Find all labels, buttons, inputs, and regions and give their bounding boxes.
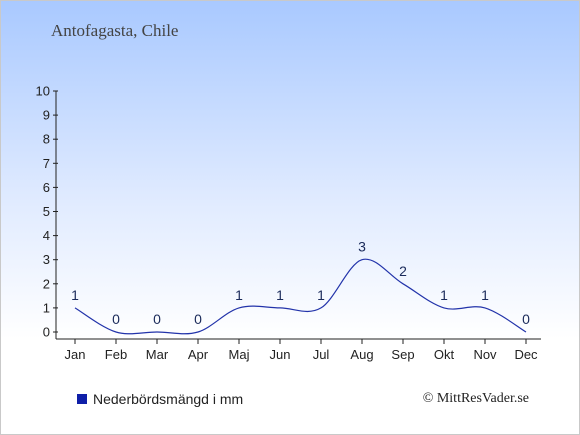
data-label-jun: 1	[276, 287, 284, 303]
x-tick-label-sep: Sep	[391, 347, 414, 362]
y-tick-label-2: 2	[43, 276, 50, 291]
y-tick-label-8: 8	[43, 132, 50, 147]
data-label-sep: 2	[399, 263, 407, 279]
y-tick-label-3: 3	[43, 252, 50, 267]
y-tick-label-7: 7	[43, 156, 50, 171]
data-label-maj: 1	[235, 287, 243, 303]
y-tick-label-10: 10	[36, 84, 50, 99]
x-tick-label-maj: Maj	[229, 347, 250, 362]
x-tick-label-mar: Mar	[146, 347, 169, 362]
legend-swatch	[77, 394, 87, 404]
precipitation-line	[74, 258, 527, 335]
x-tick-label-nov: Nov	[473, 347, 497, 362]
y-tick-label-5: 5	[43, 204, 50, 219]
legend-label: Nederbördsmängd i mm	[93, 391, 244, 407]
x-tick-label-feb: Feb	[105, 347, 127, 362]
data-label-mar: 0	[153, 311, 161, 327]
x-tick-label-okt: Okt	[434, 347, 455, 362]
credit-text: © MittResVader.se	[422, 391, 529, 406]
data-label-okt: 1	[440, 287, 448, 303]
x-tick-label-apr: Apr	[188, 347, 209, 362]
data-label-feb: 0	[112, 311, 120, 327]
data-label-jul: 1	[317, 287, 325, 303]
x-tick-label-jun: Jun	[270, 347, 291, 362]
y-tick-label-9: 9	[43, 108, 50, 123]
data-label-dec: 0	[522, 311, 530, 327]
x-tick-label-dec: Dec	[514, 347, 538, 362]
y-tick-label-6: 6	[43, 180, 50, 195]
location-title: Antofagasta, Chile	[51, 21, 179, 40]
data-label-nov: 1	[481, 287, 489, 303]
data-label-apr: 0	[194, 311, 202, 327]
data-label-jan: 1	[71, 287, 79, 303]
data-label-aug: 3	[358, 239, 366, 255]
x-tick-label-jul: Jul	[313, 347, 330, 362]
y-tick-label-0: 0	[43, 325, 50, 340]
y-tick-label-4: 4	[43, 228, 50, 243]
legend: Nederbördsmängd i mm	[77, 391, 243, 407]
x-tick-label-jan: Jan	[65, 347, 86, 362]
x-tick-label-aug: Aug	[350, 347, 373, 362]
y-tick-label-1: 1	[43, 300, 50, 315]
